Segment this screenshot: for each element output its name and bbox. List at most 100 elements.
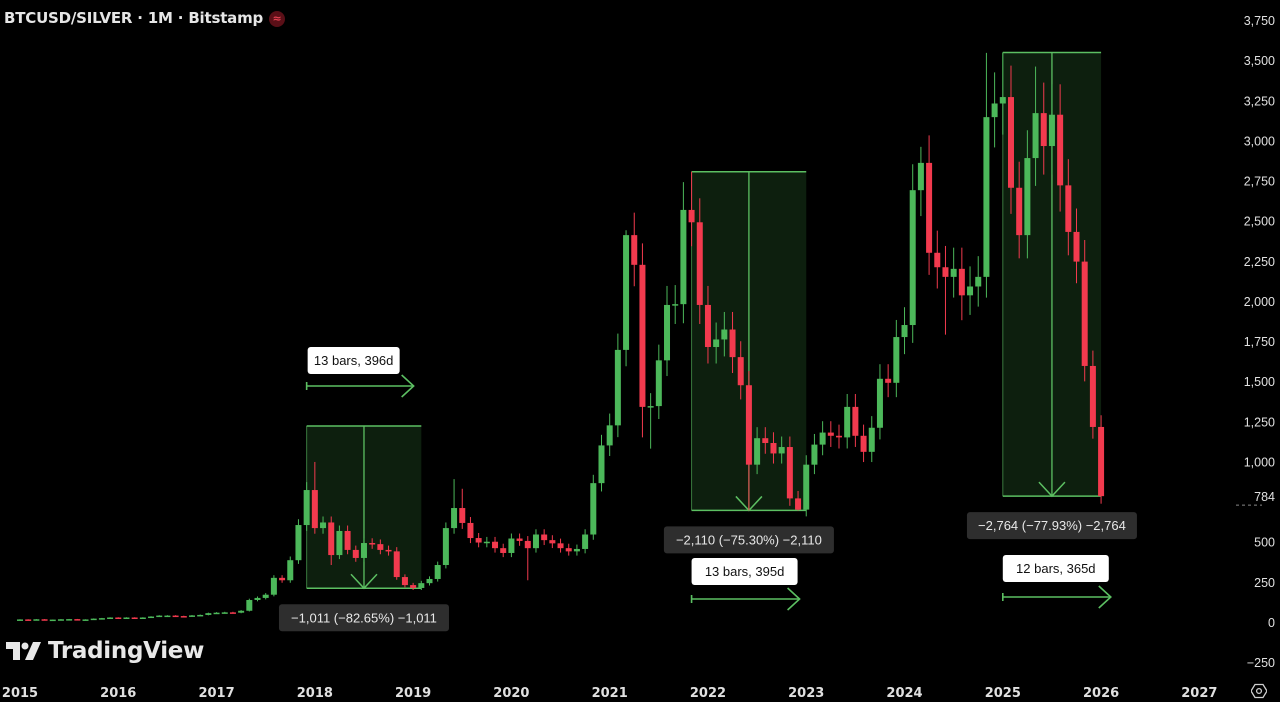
symbol-title-text: BTCUSD/SILVER · 1M · Bitstamp [4, 9, 264, 27]
price-change-label: −2,110 (−75.30%) −2,110 [663, 526, 834, 554]
approx-equal-icon[interactable]: ≈ [269, 11, 286, 27]
price-tick-label: 1,500 [1244, 375, 1275, 389]
candle-body [967, 286, 974, 296]
candle-body [778, 447, 785, 454]
bars-range-label-bg [691, 558, 798, 585]
time-tick-label: 2017 [198, 686, 234, 701]
candle-body [598, 445, 605, 484]
candle-body [188, 615, 195, 617]
candle-2018-08 [369, 538, 376, 549]
candle-2024-11 [983, 52, 990, 298]
candle-2015-07 [66, 618, 73, 621]
symbol-title[interactable]: BTCUSD/SILVER · 1M · Bitstamp ≈ [4, 9, 286, 27]
price-tick-label: 2,000 [1244, 295, 1275, 309]
candle-body [803, 464, 810, 510]
candle-2022-03 [721, 311, 728, 357]
candle-2019-10 [483, 536, 490, 548]
tradingview-logo: TradingView [6, 638, 204, 664]
candles [17, 52, 1105, 622]
candle-2016-01 [115, 617, 122, 620]
candle-2023-03 [819, 421, 826, 456]
settings-hexagon-icon[interactable] [1251, 683, 1267, 699]
candle-2015-12 [107, 617, 114, 620]
candle-body [1073, 231, 1080, 262]
candle-body [639, 264, 646, 407]
candle-body [549, 540, 556, 544]
candle-2017-10 [287, 556, 294, 583]
candle-body [606, 425, 613, 446]
candle-body [754, 438, 761, 465]
candle-2025-04 [1024, 130, 1031, 259]
candle-body [1048, 114, 1055, 147]
candle-body [410, 585, 417, 588]
price-change-label-bg [278, 604, 449, 632]
candle-2017-01 [213, 612, 220, 615]
candle-2018-11 [393, 547, 400, 580]
candle-body [524, 540, 531, 549]
candle-2017-09 [279, 575, 286, 583]
candle-body [704, 304, 711, 348]
time-axis: 2015 2016 2017 2018 2019 2020 2021 2022 2023 2024… [2, 686, 1218, 701]
candle-2018-04 [336, 525, 343, 560]
candle-body [279, 577, 286, 581]
candle-body [582, 534, 589, 549]
candle-2015-03 [33, 619, 40, 621]
candle-2021-01 [606, 413, 613, 457]
candle-body [123, 617, 130, 620]
price-tick-label: 1,250 [1244, 415, 1275, 429]
candle-body [721, 329, 728, 340]
price-change-label: −2,764 (−77.93%) −2,764 [966, 512, 1137, 540]
candle-body [713, 339, 720, 348]
price-change-label: −1,011 (−82.65%) −1,011 [278, 604, 449, 632]
candle-body [311, 490, 318, 529]
bars-range-label: 12 bars, 365d [1002, 555, 1109, 582]
arrow-right-icon [401, 374, 415, 398]
candle-body [623, 235, 630, 350]
candle-2021-04 [631, 212, 638, 287]
candle-body [1024, 158, 1031, 236]
candle-2025-08 [1057, 84, 1064, 212]
candle-2020-02 [516, 533, 523, 546]
candle-body [983, 117, 990, 277]
candle-body [303, 490, 310, 526]
candle-2015-05 [49, 619, 56, 622]
candle-2024-01 [901, 307, 908, 355]
candle-2022-10 [778, 436, 785, 464]
price-tick-label: 3,250 [1244, 94, 1275, 108]
candle-2021-10 [680, 182, 687, 324]
candle-body [401, 577, 408, 586]
candle-body [295, 525, 302, 561]
candle-body [950, 268, 957, 277]
candle-body [254, 597, 261, 601]
logo-text: TradingView [48, 638, 205, 664]
candle-body [590, 483, 597, 535]
candle-body [115, 617, 122, 620]
tradingview-logo-icon [6, 642, 41, 660]
bars-range-label-text: 12 bars, 365d [1016, 561, 1096, 576]
candle-2021-12 [696, 198, 703, 324]
candle-2022-01 [704, 285, 711, 364]
candle-body [852, 406, 859, 436]
candle-body [926, 162, 933, 253]
candle-body [82, 619, 89, 621]
candle-body [369, 543, 376, 545]
time-tick-label: 2027 [1181, 686, 1217, 701]
candle-2023-01 [803, 455, 810, 517]
candle-body [573, 548, 580, 552]
candle-body [885, 378, 892, 383]
candle-body [1065, 185, 1072, 232]
candle-body [33, 619, 40, 621]
candle-2021-06 [647, 393, 654, 449]
time-tick-label: 2026 [1083, 686, 1119, 701]
candle-2025-01 [999, 52, 1006, 135]
time-tick-label: 2021 [592, 686, 628, 701]
candle-body [467, 522, 474, 539]
candle-body [344, 530, 351, 550]
candle-body [631, 235, 638, 265]
candle-body [786, 447, 793, 499]
candle-2024-03 [917, 146, 924, 217]
price-tick-label: 2,500 [1244, 215, 1275, 229]
candle-2023-07 [852, 393, 859, 447]
time-tick-label: 2025 [985, 686, 1021, 701]
